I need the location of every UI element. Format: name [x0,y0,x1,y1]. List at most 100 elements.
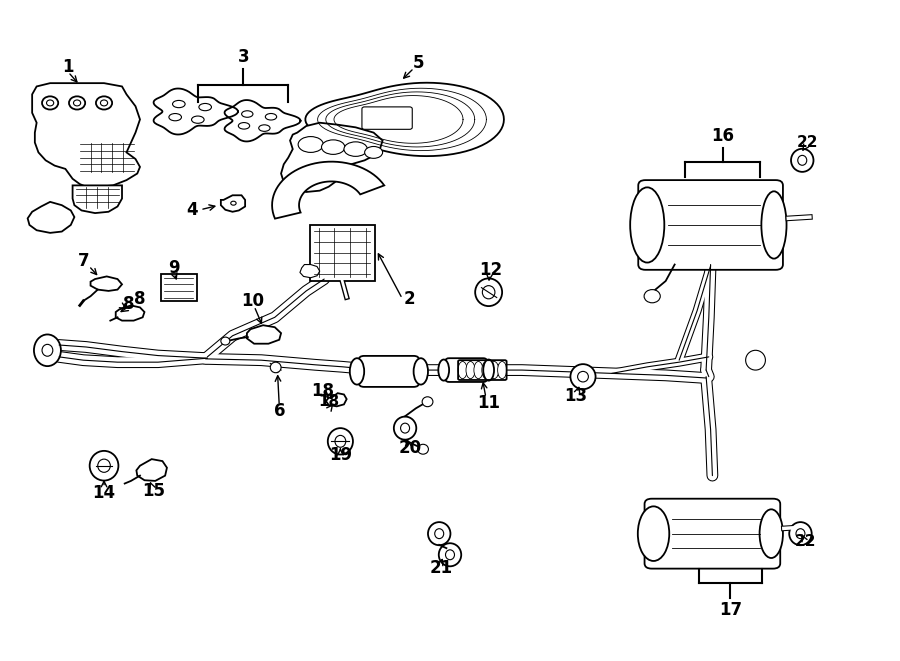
Ellipse shape [238,122,249,129]
Text: 6: 6 [274,402,285,420]
Ellipse shape [745,350,765,370]
Ellipse shape [298,137,323,153]
Text: 1: 1 [62,58,74,75]
Ellipse shape [760,510,783,558]
Ellipse shape [638,506,670,561]
Ellipse shape [474,362,483,379]
Ellipse shape [266,114,276,120]
Polygon shape [220,195,245,212]
Ellipse shape [42,344,53,356]
Ellipse shape [644,290,661,303]
Text: 11: 11 [477,394,500,412]
Polygon shape [247,325,281,344]
Polygon shape [28,202,75,233]
Text: 19: 19 [328,446,352,463]
FancyBboxPatch shape [644,498,780,568]
Text: 14: 14 [93,484,115,502]
Text: 21: 21 [429,559,453,577]
Ellipse shape [394,416,417,440]
Polygon shape [73,185,122,213]
Text: 2: 2 [404,290,416,308]
Ellipse shape [101,100,108,106]
Ellipse shape [98,459,111,473]
Text: 16: 16 [711,127,734,145]
Bar [160,274,196,301]
FancyBboxPatch shape [310,225,374,281]
Text: 3: 3 [238,48,249,66]
Text: 8: 8 [122,295,134,313]
Polygon shape [272,162,384,219]
Ellipse shape [446,550,454,560]
Ellipse shape [34,334,61,366]
Ellipse shape [761,191,787,258]
Text: 22: 22 [795,534,816,549]
Ellipse shape [47,100,54,106]
Ellipse shape [797,155,806,165]
Text: 18: 18 [318,394,339,409]
Polygon shape [32,83,140,186]
Ellipse shape [173,100,185,108]
Polygon shape [281,123,382,192]
Ellipse shape [414,358,428,385]
Ellipse shape [438,360,449,381]
Ellipse shape [490,362,499,379]
Ellipse shape [258,125,270,132]
Ellipse shape [344,142,367,157]
Text: 9: 9 [168,260,180,278]
Ellipse shape [498,362,507,379]
Ellipse shape [400,423,410,433]
Ellipse shape [428,522,450,545]
Ellipse shape [74,100,81,106]
Ellipse shape [90,451,119,481]
Ellipse shape [230,201,236,205]
Ellipse shape [578,371,589,382]
Text: 8: 8 [122,290,145,311]
Ellipse shape [42,97,58,110]
Ellipse shape [220,337,230,345]
Text: 22: 22 [796,135,818,150]
Ellipse shape [270,362,281,373]
Ellipse shape [335,436,346,447]
Ellipse shape [466,362,475,379]
Ellipse shape [483,360,494,381]
Ellipse shape [328,428,353,455]
Ellipse shape [482,362,490,379]
Ellipse shape [169,114,182,121]
Polygon shape [300,264,319,278]
Text: 4: 4 [186,201,198,219]
Text: 13: 13 [564,387,588,405]
Ellipse shape [435,529,444,539]
Ellipse shape [630,187,664,262]
Polygon shape [305,83,504,156]
Ellipse shape [791,149,814,172]
Text: 15: 15 [142,483,165,500]
Text: 17: 17 [719,600,742,619]
Ellipse shape [475,278,502,306]
Ellipse shape [796,529,805,539]
Text: 5: 5 [413,54,424,71]
Ellipse shape [192,116,204,124]
Text: 12: 12 [479,261,502,279]
Ellipse shape [241,111,253,117]
Ellipse shape [439,543,461,566]
FancyBboxPatch shape [359,356,419,387]
Ellipse shape [418,444,428,454]
Ellipse shape [364,147,382,159]
Ellipse shape [458,362,467,379]
Polygon shape [137,459,166,481]
Text: 7: 7 [77,253,89,270]
Ellipse shape [422,397,433,407]
Text: 10: 10 [241,292,264,310]
Polygon shape [116,305,145,321]
Text: 18: 18 [310,382,334,400]
Ellipse shape [321,140,345,155]
Polygon shape [91,276,122,291]
FancyBboxPatch shape [362,107,412,130]
Ellipse shape [571,364,596,389]
Text: 20: 20 [399,439,422,457]
Ellipse shape [199,104,212,110]
FancyBboxPatch shape [638,180,783,270]
Polygon shape [326,393,346,407]
Ellipse shape [96,97,112,110]
FancyBboxPatch shape [446,358,487,382]
